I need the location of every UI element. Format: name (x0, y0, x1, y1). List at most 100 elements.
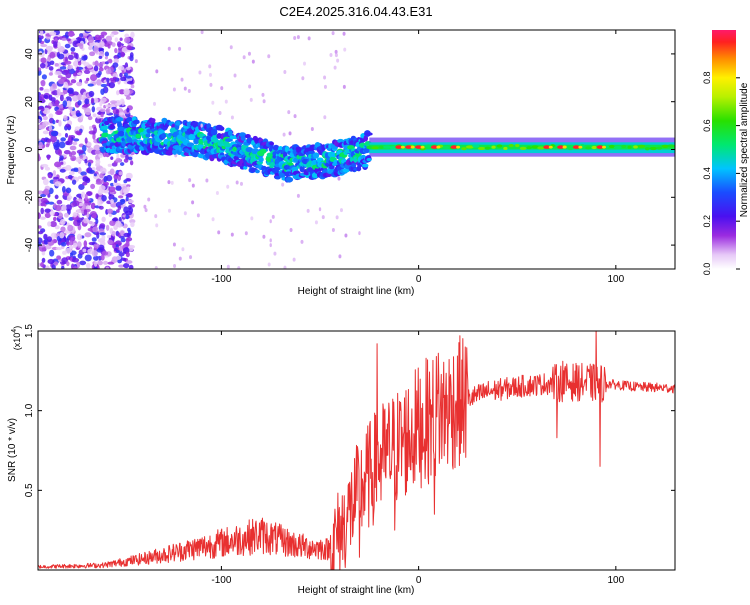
spectrogram-noise-cell (93, 173, 97, 177)
spectrogram-noise-cell (41, 250, 46, 256)
spectrogram-noise-cell (226, 184, 230, 189)
spectrogram-noise-cell (72, 141, 78, 146)
spectrogram-noise-cell (38, 111, 41, 116)
spectrogram-noise-cell (88, 45, 93, 51)
spectrogram-noise-cell (60, 137, 66, 142)
spectrogram-noise-cell (110, 100, 118, 104)
spectrogram-noise-cell (93, 97, 99, 104)
spectrogram-band-cell (484, 146, 491, 150)
spectrogram-noise-cell (208, 64, 212, 69)
spectrogram-noise-cell (38, 118, 41, 123)
spectrogram-noise-cell (172, 87, 176, 92)
spectrogram-noise-cell (39, 30, 44, 37)
y-tick-label: 20 (24, 96, 35, 108)
spectrogram-noise-cell (46, 139, 52, 143)
spectrogram-band-cell (274, 175, 281, 180)
spectrogram-noise-cell (59, 231, 65, 239)
colorbar-tick-label: 0.8 (702, 72, 712, 85)
spectrogram-noise-cell (77, 175, 83, 180)
spectrogram-noise-cell (113, 173, 118, 180)
spectrogram-noise-cell (281, 182, 285, 187)
spectrogram-noise-cell (57, 132, 62, 137)
spectrogram-noise-cell (94, 60, 99, 67)
spectrogram-noise-cell (58, 141, 66, 149)
spectrogram-band-cell (613, 145, 622, 150)
spectrogram-peak-cell (548, 145, 553, 149)
spectrogram-band-cell (223, 142, 232, 148)
spectrogram-noise-cell (63, 69, 70, 73)
spectrogram-noise-cell (215, 190, 219, 195)
spectrogram-noise-cell (65, 187, 72, 194)
spectrogram-noise-cell (100, 83, 108, 88)
spectrogram-noise-cell (38, 124, 46, 130)
spectrogram-noise-cell (73, 60, 79, 67)
spectrogram-noise-cell (50, 135, 58, 143)
spectrogram-noise-cell (77, 167, 82, 174)
spectrogram-noise-cell (108, 186, 116, 193)
spectrogram-peak-cell (395, 145, 403, 149)
spectrogram-noise-cell (65, 247, 73, 254)
spectrogram-noise-cell (82, 248, 87, 253)
spectrogram-noise-cell (38, 196, 41, 202)
spectrogram-noise-cell (125, 196, 129, 202)
spectrogram-band-cell (172, 148, 178, 155)
spectrogram-noise-cell (59, 94, 64, 102)
spectrogram-noise-cell (106, 174, 113, 182)
spectrogram-noise-cell (230, 232, 234, 237)
spectrogram-noise-cell (124, 37, 131, 44)
spectrogram-noise-cell (64, 43, 71, 49)
spectrogram-noise-cell (110, 156, 114, 160)
spectrogram-noise-cell (44, 166, 51, 171)
spectrogram-noise-cell (115, 157, 122, 163)
spectrogram-noise-cell (217, 230, 221, 235)
spectrogram-noise-cell (105, 266, 110, 269)
spectrogram-noise-cell (123, 258, 127, 262)
spectrogram-noise-cell (129, 54, 134, 62)
spectrogram-noise-cell (43, 88, 50, 93)
spectrogram-noise-cell (76, 81, 83, 87)
snr-multiplier: (x104) (11, 326, 22, 350)
snr-y-ticks: 0.5 1.0 1.5 (24, 324, 675, 497)
spectrogram-noise-cell (81, 55, 88, 61)
spectrogram-noise-cell (67, 65, 73, 70)
spectrogram-noise-cell (58, 119, 62, 127)
spectrogram-noise-cell (71, 257, 80, 263)
snr-frame (37, 330, 676, 571)
spectrogram-band-cell (519, 146, 527, 150)
spectrogram-noise-cell (155, 223, 159, 228)
spectrogram-peak-cell (572, 145, 580, 149)
spectrogram-noise-cell (130, 221, 135, 228)
spectrogram-noise-cell (211, 217, 215, 222)
spectrogram-noise-cell (65, 204, 72, 212)
spectrogram-noise-cell (84, 254, 92, 262)
spectrogram-band-cell (461, 147, 467, 151)
spectrogram-panel: -100 0 100 -40 -20 0 20 40 Height of straight … (6, 29, 676, 297)
spectrogram-noise-cell (53, 141, 61, 148)
spectrogram-x-label: Height of straight line (km) (298, 286, 415, 297)
spectrogram-band-cell (299, 166, 305, 173)
spectrogram-band-cell (477, 146, 486, 151)
spectrogram-noise-cell (89, 51, 96, 57)
spectrogram-noise-cell (79, 43, 84, 50)
spectrogram-noise-cell (129, 160, 134, 166)
spectrogram-noise-cell (200, 123, 203, 128)
spectrogram-noise-cell (63, 115, 68, 121)
spectrogram-noise-cell (114, 178, 118, 183)
y-tick-label: 1.0 (24, 403, 35, 417)
spectrogram-noise-cell (42, 121, 49, 127)
spectrogram-noise-cell (269, 238, 272, 243)
spectrogram-noise-cell (323, 75, 327, 80)
spectrogram-noise-cell (337, 176, 341, 181)
spectrogram-noise-cell (125, 184, 131, 188)
spectrogram-noise-cell (38, 141, 43, 148)
y-tick-label: 40 (24, 48, 35, 60)
spectrogram-band-cell (269, 161, 276, 168)
spectrogram-noise-cell (118, 89, 126, 95)
spectrogram-noise-cell (123, 262, 130, 269)
spectrogram-noise-cell (196, 213, 200, 218)
spectrogram-noise-cell (99, 223, 106, 229)
spectrogram-noise-cell (40, 57, 47, 64)
spectrogram-noise-cell (100, 254, 105, 261)
spectrogram-noise-cell (40, 44, 48, 48)
spectrogram-noise-cell (71, 179, 77, 185)
